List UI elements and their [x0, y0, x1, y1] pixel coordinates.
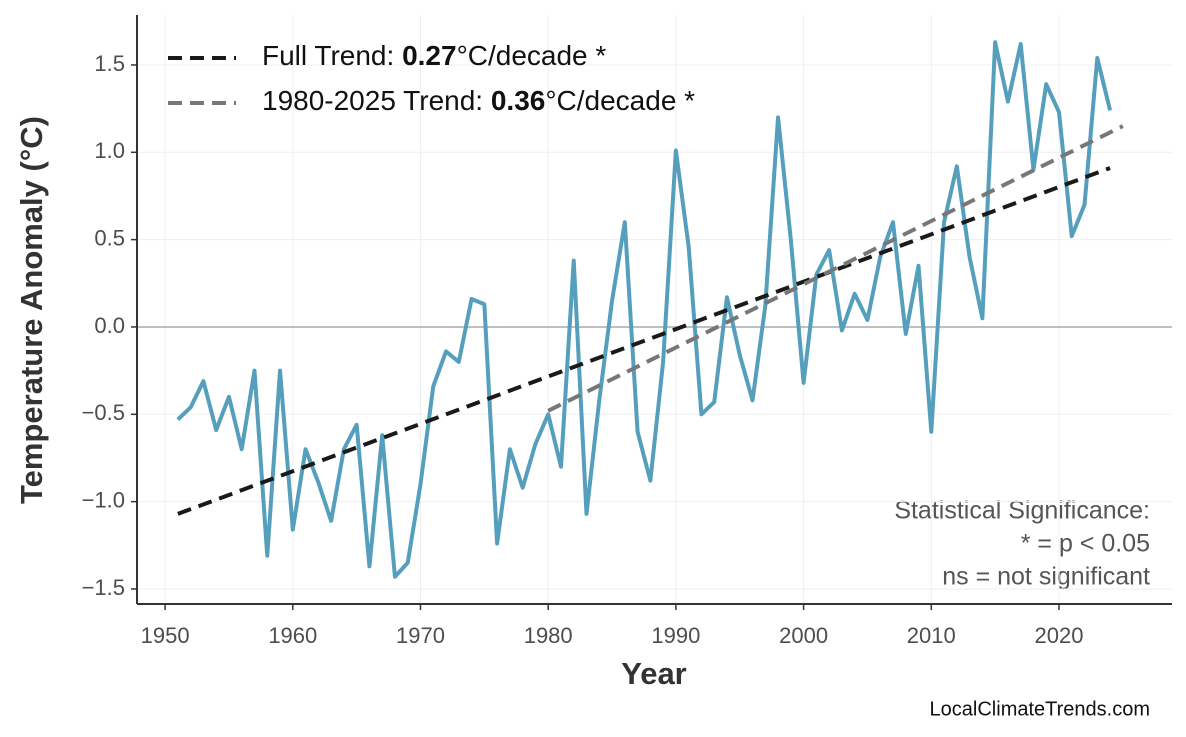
- y-tick-label: −1.0: [82, 487, 125, 512]
- x-tick-label: 2010: [907, 623, 956, 648]
- trend-line: [177, 166, 1111, 516]
- x-tick-label: 2020: [1035, 623, 1084, 648]
- x-tick-label: 1960: [268, 623, 317, 648]
- legend-label: Full Trend: 0.27°C/decade *: [262, 40, 606, 71]
- annotation: Statistical Significance:: [894, 497, 1150, 525]
- legend-text: Full Trend:: [262, 40, 402, 71]
- x-tick-label: 1990: [651, 623, 700, 648]
- data-line: [176, 40, 1113, 579]
- legend-text: °C/decade *: [545, 85, 695, 116]
- watermark: LocalClimateTrends.com: [930, 698, 1150, 720]
- y-tick-label: 1.5: [94, 51, 125, 76]
- y-tick-label: −0.5: [82, 400, 125, 425]
- legend-label: 1980-2025 Trend: 0.36°C/decade *: [262, 85, 695, 116]
- y-axis-title: Temperature Anomaly (°C): [14, 116, 49, 504]
- x-tick-label: 2000: [779, 623, 828, 648]
- x-tick-label: 1970: [396, 623, 445, 648]
- legend-text: 0.27: [402, 40, 457, 71]
- x-axis-title: Year: [621, 656, 687, 691]
- annotation: ns = not significant: [942, 563, 1150, 591]
- x-tick-label: 1980: [524, 623, 573, 648]
- y-tick-label: 1.0: [94, 138, 125, 163]
- trend-line: [547, 124, 1124, 413]
- legend-text: 0.36: [491, 85, 546, 116]
- x-tick-label: 1950: [141, 623, 190, 648]
- legend-text: °C/decade *: [457, 40, 607, 71]
- y-tick-label: −1.5: [82, 575, 125, 600]
- y-tick-label: 0.0: [94, 313, 125, 338]
- y-tick-label: 0.5: [94, 225, 125, 250]
- legend-text: 1980-2025 Trend:: [262, 85, 491, 116]
- annotation: * = p < 0.05: [1021, 530, 1150, 558]
